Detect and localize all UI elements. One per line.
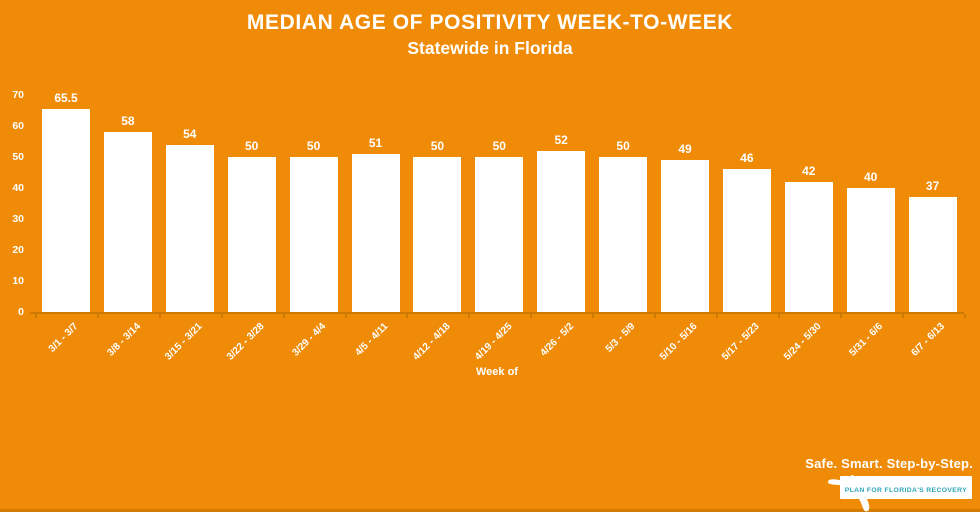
bar [908, 197, 957, 312]
x-tick-label: 4/12 - 4/18 [410, 321, 453, 363]
axis-tick [220, 314, 223, 318]
y-tick-label: 60 [12, 120, 24, 132]
x-tick-label: 3/8 - 3/14 [105, 321, 143, 359]
bar-value-label: 54 [183, 126, 197, 141]
x-tick-label: 5/31 - 6/6 [847, 321, 886, 359]
axis-tick [158, 314, 161, 318]
x-tick-label: 4/5 - 4/11 [353, 321, 391, 359]
y-tick-label: 20 [12, 244, 24, 256]
bar [846, 188, 895, 312]
x-tick-label: 4/26 - 5/2 [538, 321, 576, 359]
y-tick-label: 10 [12, 275, 24, 287]
bar-value-label: 58 [121, 114, 135, 129]
bar [165, 144, 214, 312]
logo-plan-box: PLAN FOR FLORIDA'S RECOVERY [839, 476, 972, 499]
axis-tick [344, 314, 347, 318]
bar [42, 108, 90, 312]
chart-subtitle: Statewide in Florida [407, 38, 573, 59]
bar-value-label: 50 [245, 139, 259, 153]
axis-tick [963, 314, 966, 318]
bar-value-label: 40 [864, 170, 878, 184]
x-axis-line [30, 312, 964, 314]
x-tick-label: 5/3 - 5/9 [604, 321, 638, 355]
bar-value-label: 51 [368, 135, 383, 150]
x-tick-label: 3/15 - 3/21 [163, 321, 205, 363]
bar [599, 157, 648, 312]
bottom-border [0, 509, 980, 512]
x-tick-label: 3/22 - 3/28 [224, 321, 267, 363]
bar [722, 169, 771, 312]
axis-tick [901, 314, 904, 318]
bar-value-label: 42 [802, 163, 816, 178]
axis-tick [654, 314, 656, 318]
y-tick-label: 40 [12, 182, 24, 194]
logo-tagline: Safe. Smart. Step-by-Step. [805, 456, 973, 471]
florida-recovery-logo: Safe. Smart. Step-by-Step. PLAN FOR FLOR… [805, 452, 977, 512]
bar [537, 150, 586, 312]
logo-plan-label: PLAN FOR FLORIDA'S RECOVERY [844, 487, 967, 494]
axis-tick [530, 314, 533, 318]
bar [351, 153, 400, 312]
bar-value-label: 50 [616, 139, 630, 153]
y-tick-label: 50 [12, 151, 24, 163]
chart-title: MEDIAN AGE OF POSITIVITY WEEK-TO-WEEK [246, 11, 734, 34]
x-tick-label: 6/7 - 6/13 [909, 321, 948, 359]
bar [413, 157, 462, 312]
y-tick-label: 70 [12, 89, 24, 101]
x-tick-label: 5/17 - 5/23 [720, 321, 762, 363]
bar-value-label: 46 [740, 151, 754, 166]
axis-tick [715, 314, 718, 318]
bar [289, 157, 338, 312]
bar-value-label: 50 [492, 139, 506, 153]
y-tick-label: 0 [18, 306, 24, 318]
bar-value-label: 50 [306, 139, 321, 153]
bar [475, 157, 524, 312]
florida-silhouette-icon [828, 474, 870, 512]
axis-tick [406, 314, 409, 318]
axis-tick [592, 314, 595, 318]
axis-tick [282, 314, 285, 318]
x-axis-title: Week of [476, 366, 518, 378]
chart-header: MEDIAN AGE OF POSITIVITY WEEK-TO-WEEK St… [0, 10, 980, 59]
axis-tick [839, 314, 842, 318]
x-tick-label: 3/1 - 3/7 [47, 321, 81, 355]
x-tick-label: 5/10 - 5/16 [658, 321, 700, 363]
bar [661, 160, 709, 312]
x-tick-label: 5/24 - 5/30 [782, 321, 824, 363]
bar [103, 132, 152, 312]
axis-tick [468, 314, 471, 318]
axis-tick [777, 314, 780, 318]
bar [784, 181, 833, 312]
bar-value-label: 50 [430, 139, 445, 153]
axis-tick [96, 314, 99, 318]
y-tick-label: 30 [12, 213, 24, 225]
bar-value-label: 49 [678, 142, 692, 157]
axis-tick [35, 314, 37, 318]
x-tick-label: 4/19 - 4/25 [472, 321, 515, 363]
bar-value-label: 37 [925, 179, 940, 194]
bar-value-label: 52 [554, 132, 568, 147]
x-tick-label: 3/29 - 4/4 [290, 321, 329, 359]
bar-value-label: 65.5 [54, 90, 78, 105]
bar [227, 157, 276, 312]
